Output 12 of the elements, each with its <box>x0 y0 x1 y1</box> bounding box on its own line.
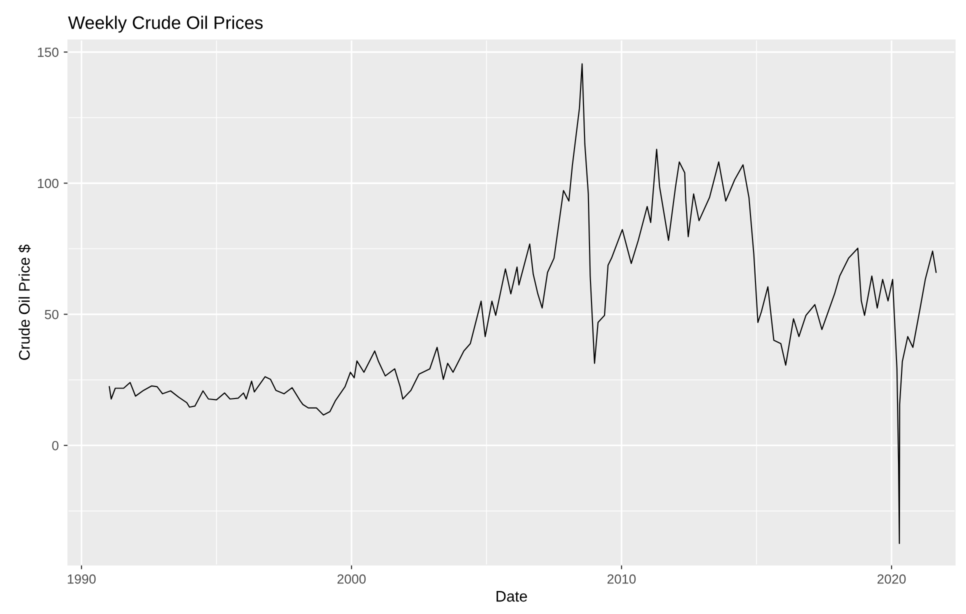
line-series <box>108 63 937 544</box>
y-tick-label: 50 <box>44 310 58 320</box>
y-tick-label: 150 <box>38 48 58 57</box>
x-tick-label: 2020 <box>878 574 906 584</box>
chart-title: Weekly Crude Oil Prices <box>68 16 263 33</box>
x-tick-label: 2000 <box>338 574 366 584</box>
y-tick-label: 100 <box>38 178 58 188</box>
x-tick-label: 1990 <box>68 574 96 584</box>
x-axis-title: Date <box>496 591 527 602</box>
y-axis-title: Crude Oil Price $ <box>18 244 31 360</box>
x-tick-label: 2010 <box>608 574 636 584</box>
y-tick-label: 0 <box>52 440 58 450</box>
